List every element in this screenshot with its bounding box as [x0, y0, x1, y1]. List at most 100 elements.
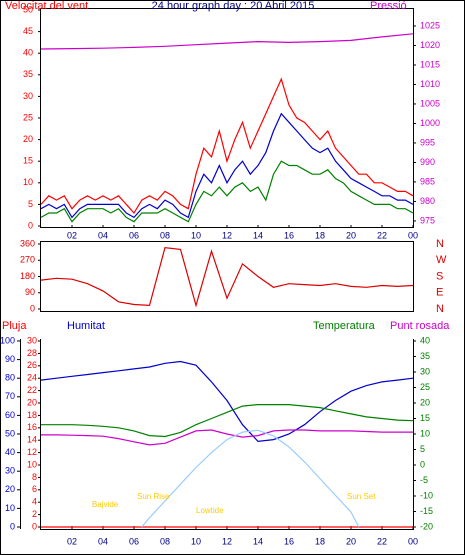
y-tick-label: N — [436, 238, 444, 250]
y-tick-label: 0 — [32, 521, 37, 531]
y-tick-label: -5 — [420, 475, 428, 485]
y-tick-label: 1020 — [420, 40, 440, 50]
x-tick-label: 18 — [315, 536, 325, 546]
y-tick-label: -15 — [420, 506, 433, 516]
annotation: Sun Set — [347, 492, 376, 501]
annotation: Lowtide — [196, 506, 224, 515]
y-tick-label: 25 — [23, 112, 33, 122]
y-tick-label: 45 — [23, 26, 33, 36]
y-tick-label: E — [436, 287, 443, 299]
y-tick-label: 360 — [20, 238, 35, 248]
legend-label: Punt rosada — [390, 320, 450, 332]
y-tick-label: 15 — [420, 413, 430, 423]
pressure-label: Pressió — [370, 0, 407, 12]
wind-label: Velocitat del vent — [5, 0, 88, 12]
y-tick-label: 2 — [32, 509, 37, 519]
y-tick-label: 20 — [420, 397, 430, 407]
y-tick-label: 22 — [27, 385, 37, 395]
y-tick-label: 1015 — [420, 59, 440, 69]
y-tick-label: W — [436, 254, 447, 266]
y-tick-label: 0 — [420, 459, 425, 469]
y-tick-label: 0 — [30, 303, 35, 313]
y-tick-label: 18 — [27, 410, 37, 420]
x-tick-label: 12 — [222, 230, 232, 240]
series-line — [40, 360, 414, 443]
x-tick-label: 14 — [253, 536, 263, 546]
y-tick-label: 40 — [23, 48, 33, 58]
series-line — [40, 112, 414, 219]
legend-label: Humitat — [67, 320, 105, 332]
x-tick-label: 10 — [191, 230, 201, 240]
x-tick-label: 18 — [315, 230, 325, 240]
x-tick-label: 22 — [377, 230, 387, 240]
y-tick-label: 26 — [27, 360, 37, 370]
y-tick-label: 35 — [23, 69, 33, 79]
y-tick-label: 35 — [420, 351, 430, 361]
y-tick-label: 16 — [27, 422, 37, 432]
y-tick-label: 24 — [27, 373, 37, 383]
x-tick-label: 16 — [284, 536, 294, 546]
series-line — [40, 33, 414, 50]
y-tick-label: 30 — [27, 335, 37, 345]
y-tick-label: 30 — [5, 466, 15, 476]
y-tick-label: 70 — [5, 391, 15, 401]
y-tick-label: 15 — [23, 156, 33, 166]
y-tick-label: 60 — [5, 410, 15, 420]
x-tick-label: 22 — [377, 536, 387, 546]
y-tick-label: 50 — [23, 4, 33, 14]
y-tick-label: 6 — [32, 484, 37, 494]
y-tick-label: 180 — [20, 271, 35, 281]
series-line — [41, 429, 413, 446]
annotation: Sun Rise — [137, 492, 170, 501]
series-line — [40, 246, 414, 308]
y-tick-label: 1005 — [420, 98, 440, 108]
x-tick-label: 20 — [346, 536, 356, 546]
y-tick-label: 14 — [27, 435, 37, 445]
x-tick-label: 04 — [98, 536, 108, 546]
y-tick-label: 980 — [420, 196, 435, 206]
y-tick-label: 4 — [32, 497, 37, 507]
y-tick-label: 10 — [420, 428, 430, 438]
y-tick-label: S — [436, 270, 443, 282]
y-tick-label: 0 — [10, 521, 15, 531]
annotation: Bajvide — [92, 500, 119, 509]
y-tick-label: 12 — [27, 447, 37, 457]
x-tick-label: 10 — [191, 536, 201, 546]
y-tick-label: 90 — [5, 354, 15, 364]
x-tick-label: 08 — [160, 536, 170, 546]
series-line — [40, 160, 414, 223]
y-tick-label: 20 — [23, 134, 33, 144]
series-line — [40, 77, 414, 215]
series-line — [141, 429, 360, 528]
y-tick-label: 10 — [23, 177, 33, 187]
x-tick-label: 04 — [98, 230, 108, 240]
direction-frame — [40, 241, 414, 312]
y-tick-label: 10 — [5, 503, 15, 513]
x-tick-label: 00 — [408, 536, 418, 546]
x-tick-label: 16 — [284, 230, 294, 240]
legend-label: Temperatura — [313, 320, 376, 332]
y-tick-label: 1025 — [420, 20, 440, 30]
y-tick-label: 40 — [5, 447, 15, 457]
chart-title: 24 hour graph day : 20 Abril 2015 — [152, 0, 315, 12]
y-tick-label: 30 — [420, 366, 430, 376]
x-tick-label: 20 — [346, 230, 356, 240]
y-tick-label: 80 — [5, 373, 15, 383]
y-tick-label: 990 — [420, 157, 435, 167]
y-tick-label: 28 — [27, 348, 37, 358]
y-tick-label: 8 — [32, 472, 37, 482]
y-tick-label: 50 — [5, 428, 15, 438]
y-tick-label: 25 — [420, 382, 430, 392]
y-tick-label: 90 — [25, 287, 35, 297]
y-tick-label: 10 — [27, 459, 37, 469]
y-tick-label: 1010 — [420, 79, 440, 89]
y-tick-label: 985 — [420, 176, 435, 186]
y-tick-label: 30 — [23, 91, 33, 101]
y-tick-label: -10 — [420, 490, 433, 500]
y-tick-label: 100 — [0, 335, 15, 345]
y-tick-label: 995 — [420, 137, 435, 147]
y-tick-label: 20 — [5, 484, 15, 494]
x-tick-label: 12 — [222, 536, 232, 546]
